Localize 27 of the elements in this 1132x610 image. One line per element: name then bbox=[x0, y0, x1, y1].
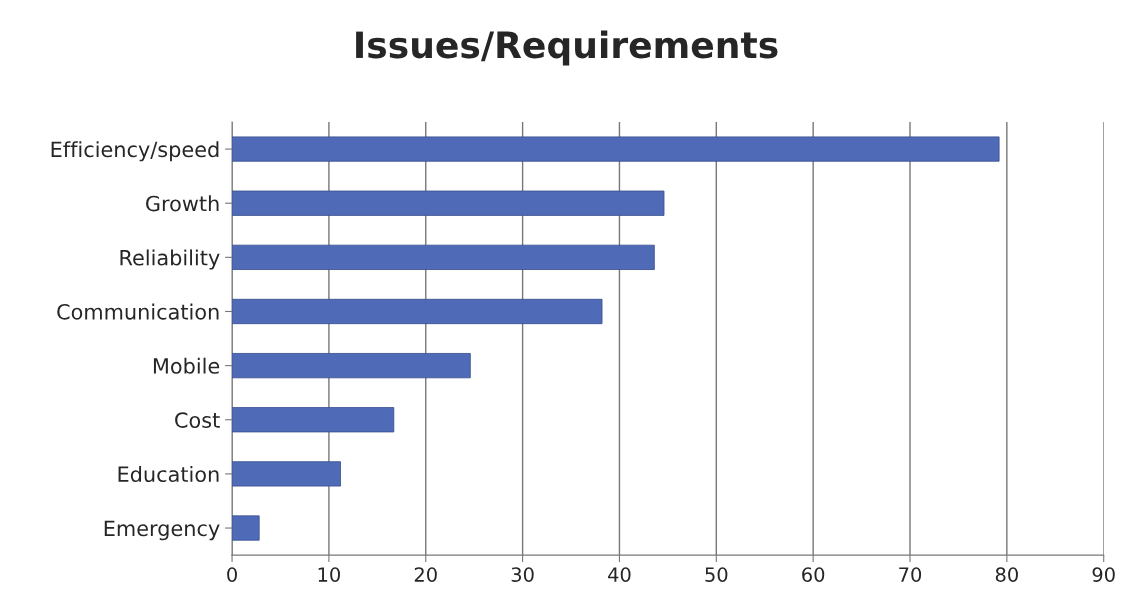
y-tick-label: Growth bbox=[146, 195, 219, 212]
x-tick-label: 20 bbox=[414, 567, 437, 582]
y-tick-label: Mobile bbox=[153, 357, 220, 374]
bar bbox=[232, 353, 471, 379]
bar bbox=[232, 298, 603, 325]
bar bbox=[232, 407, 395, 433]
bar bbox=[232, 190, 665, 216]
x-tick-label: 50 bbox=[705, 567, 728, 582]
x-tick-label: 10 bbox=[318, 567, 340, 582]
y-tick-label: Efficiency/speed bbox=[51, 141, 219, 162]
x-tick-label: 60 bbox=[802, 567, 825, 582]
x-tick-label: 40 bbox=[608, 567, 631, 582]
x-tick-label: 90 bbox=[1092, 567, 1115, 582]
y-tick-label: Cost bbox=[175, 412, 220, 428]
y-tick-label: Reliability bbox=[120, 249, 220, 270]
bar bbox=[232, 244, 655, 270]
bar bbox=[232, 461, 341, 487]
y-tick-label: Emergency bbox=[104, 520, 220, 541]
x-tick-label: 70 bbox=[899, 567, 922, 582]
x-tick-label: 0 bbox=[227, 567, 237, 582]
x-tick-label: 30 bbox=[511, 567, 534, 582]
chart-title: Issues/Requirements bbox=[356, 30, 778, 66]
bar bbox=[232, 515, 260, 541]
y-tick-label: Communication bbox=[57, 303, 219, 320]
x-tick-label: 80 bbox=[995, 567, 1018, 582]
bar bbox=[232, 136, 1000, 162]
y-tick-label: Education bbox=[118, 465, 219, 483]
